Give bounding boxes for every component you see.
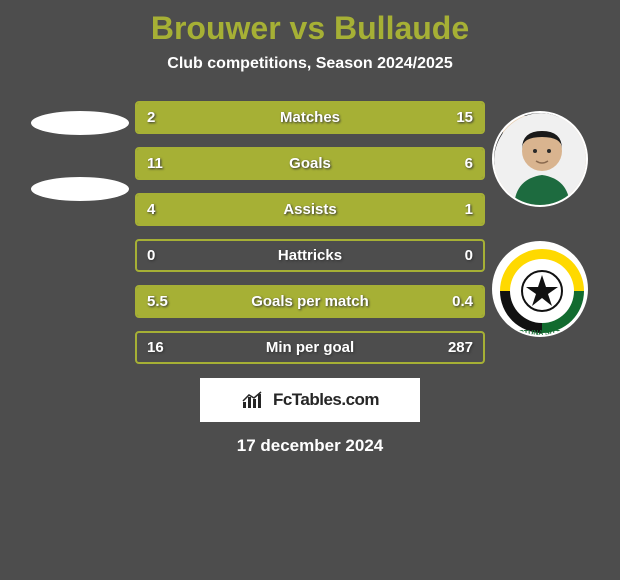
stat-row: 16287Min per goal bbox=[135, 331, 485, 364]
player-photo bbox=[492, 111, 588, 207]
club-placeholder-icon bbox=[31, 177, 129, 201]
branding-text: FcTables.com bbox=[273, 390, 379, 410]
chart-icon bbox=[241, 390, 267, 410]
date-label: 17 december 2024 bbox=[0, 436, 620, 456]
stat-label: Assists bbox=[137, 195, 483, 224]
player-placeholder-icon bbox=[31, 111, 129, 135]
stat-row: 5.50.4Goals per match bbox=[135, 285, 485, 318]
club-logo: FORTUNA SITTARD bbox=[492, 241, 588, 337]
stat-row: 41Assists bbox=[135, 193, 485, 226]
stat-label: Min per goal bbox=[137, 333, 483, 362]
stats-list: 215Matches 116Goals 41Assists 00Hattricks 5.… bbox=[135, 101, 485, 364]
stat-row: 215Matches bbox=[135, 101, 485, 134]
content-row: 215Matches 116Goals 41Assists 00Hattricks 5.… bbox=[0, 101, 620, 364]
stat-label: Goals bbox=[137, 149, 483, 178]
right-player-column: FORTUNA SITTARD bbox=[485, 101, 595, 337]
svg-text:FORTUNA SITTARD: FORTUNA SITTARD bbox=[509, 330, 575, 337]
subtitle: Club competitions, Season 2024/2025 bbox=[0, 55, 620, 73]
stat-label: Hattricks bbox=[137, 241, 483, 270]
stat-row: 00Hattricks bbox=[135, 239, 485, 272]
left-player-column bbox=[25, 101, 135, 201]
stat-label: Goals per match bbox=[137, 287, 483, 316]
stat-label: Matches bbox=[137, 103, 483, 132]
page-title: Brouwer vs Bullaude bbox=[0, 10, 620, 47]
comparison-infographic: Brouwer vs Bullaude Club competitions, S… bbox=[0, 0, 620, 580]
branding-block: FcTables.com bbox=[200, 378, 420, 422]
stat-row: 116Goals bbox=[135, 147, 485, 180]
